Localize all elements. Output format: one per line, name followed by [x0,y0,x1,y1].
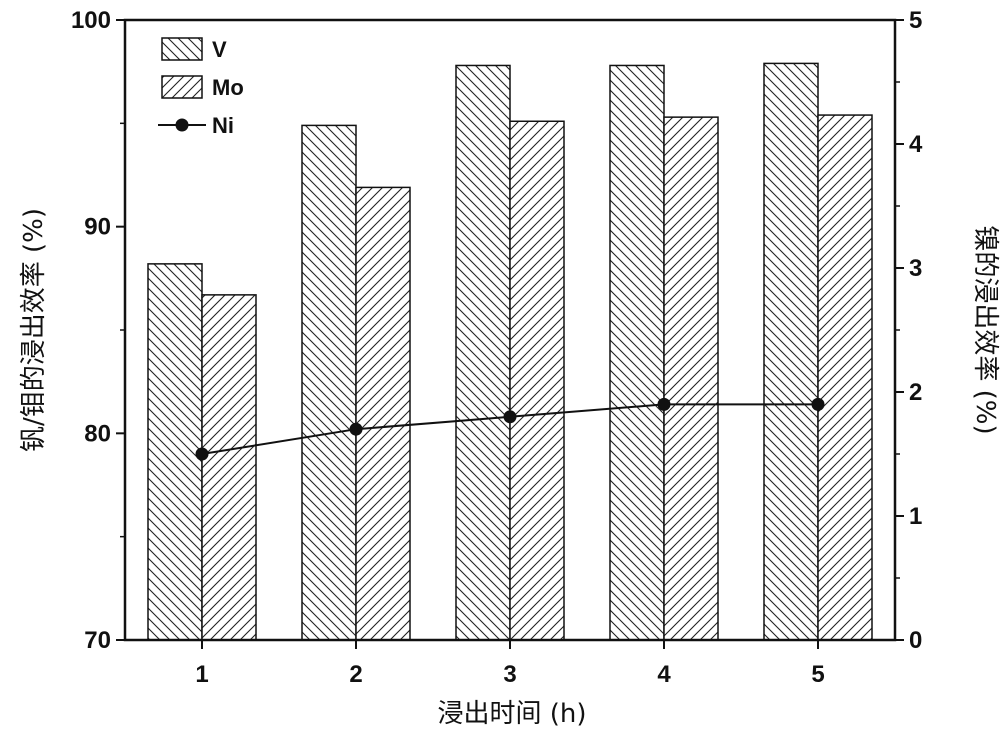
legend-item-ni: Ni [158,113,234,138]
bar-mo-3 [510,121,564,640]
y2-tick-label-3: 3 [909,255,922,282]
legend-swatch-mo [162,76,202,98]
x-tick-label-4: 4 [657,661,671,688]
ni-point-2 [350,423,363,436]
bar-v-5 [764,63,818,640]
bar-v-3 [456,65,510,640]
ni-point-5 [812,398,825,411]
y2-tick-label-5: 5 [909,7,922,34]
legend: V Mo Ni [158,37,244,138]
y2-tick-label-1: 1 [909,503,922,530]
x-tick-label-1: 1 [195,661,208,688]
y-tick-label-80: 80 [84,420,111,447]
y-tick-label-90: 90 [84,214,111,241]
legend-label-mo: Mo [212,75,244,100]
bars-layer [148,63,872,640]
x-axis-title: 浸出时间 (h) [437,699,586,729]
ni-point-3 [504,410,517,423]
bar-mo-1 [202,295,256,640]
legend-label-ni: Ni [212,113,234,138]
legend-item-v: V [162,37,227,62]
y-axis-title: 钒/钼的浸出效率 (%) [19,208,49,452]
bar-v-2 [302,125,356,640]
legend-swatch-v [162,38,202,60]
legend-marker-ni [176,119,189,132]
ni-point-4 [658,398,671,411]
bar-mo-2 [356,187,410,640]
legend-item-mo: Mo [162,75,244,100]
y-tick-label-100: 100 [71,7,111,34]
y2-tick-label-4: 4 [909,131,923,158]
bar-v-1 [148,264,202,640]
bar-v-4 [610,65,664,640]
y2-tick-label-2: 2 [909,379,922,406]
y2-axis-title: 镍的浸出效率 (%) [970,225,1000,434]
x-tick-label-2: 2 [349,661,362,688]
x-tick-label-5: 5 [811,661,824,688]
y2-tick-label-0: 0 [909,627,922,654]
x-tick-label-3: 3 [503,661,516,688]
bar-mo-5 [818,115,872,640]
bar-mo-4 [664,117,718,640]
legend-label-v: V [212,37,227,62]
ni-point-1 [196,448,209,461]
y-tick-label-70: 70 [84,627,111,654]
